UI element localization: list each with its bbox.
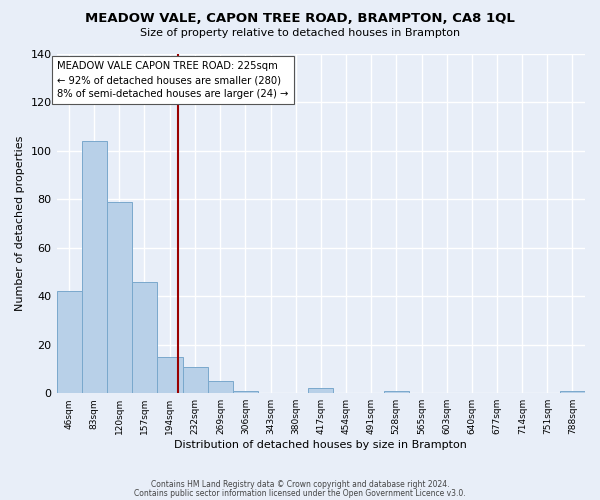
Bar bbox=[308, 388, 334, 393]
Y-axis label: Number of detached properties: Number of detached properties bbox=[15, 136, 25, 312]
Text: Contains public sector information licensed under the Open Government Licence v3: Contains public sector information licen… bbox=[134, 489, 466, 498]
Bar bbox=[132, 282, 157, 393]
Bar bbox=[82, 141, 107, 393]
Text: MEADOW VALE, CAPON TREE ROAD, BRAMPTON, CA8 1QL: MEADOW VALE, CAPON TREE ROAD, BRAMPTON, … bbox=[85, 12, 515, 26]
Bar bbox=[208, 381, 233, 393]
Bar bbox=[560, 391, 585, 393]
Bar bbox=[157, 357, 183, 393]
Bar bbox=[56, 292, 82, 393]
Text: Contains HM Land Registry data © Crown copyright and database right 2024.: Contains HM Land Registry data © Crown c… bbox=[151, 480, 449, 489]
Text: Size of property relative to detached houses in Brampton: Size of property relative to detached ho… bbox=[140, 28, 460, 38]
Bar bbox=[233, 391, 258, 393]
X-axis label: Distribution of detached houses by size in Brampton: Distribution of detached houses by size … bbox=[175, 440, 467, 450]
Bar bbox=[107, 202, 132, 393]
Text: MEADOW VALE CAPON TREE ROAD: 225sqm
← 92% of detached houses are smaller (280)
8: MEADOW VALE CAPON TREE ROAD: 225sqm ← 92… bbox=[57, 62, 289, 100]
Bar bbox=[183, 366, 208, 393]
Bar bbox=[383, 391, 409, 393]
